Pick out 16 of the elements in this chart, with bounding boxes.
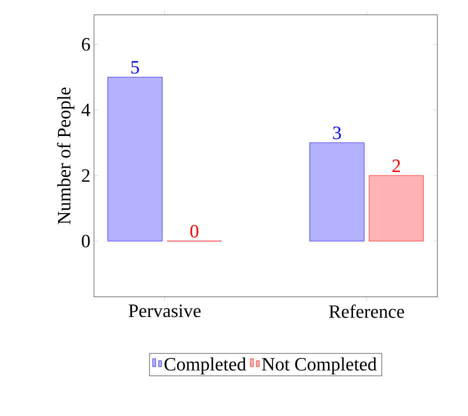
data-label: 0 [190, 225, 198, 238]
bar [108, 77, 162, 242]
y-axis-title: Number of People [57, 88, 74, 224]
x-tick-label: Reference [329, 304, 404, 318]
data-label: 5 [131, 61, 139, 74]
y-tick-label: 2 [82, 170, 90, 182]
legend-label: Completed [164, 358, 246, 375]
data-label: 2 [392, 160, 400, 172]
data-label: 3 [333, 126, 341, 140]
legend-label: Not Completed [262, 358, 377, 375]
y-tick-label: 0 [82, 234, 90, 248]
y-tick-label: 6 [82, 38, 90, 51]
y-tick-label: 4 [81, 104, 90, 116]
bar [368, 176, 424, 242]
bar [310, 142, 364, 242]
x-tick-label: Pervasive [128, 304, 201, 318]
